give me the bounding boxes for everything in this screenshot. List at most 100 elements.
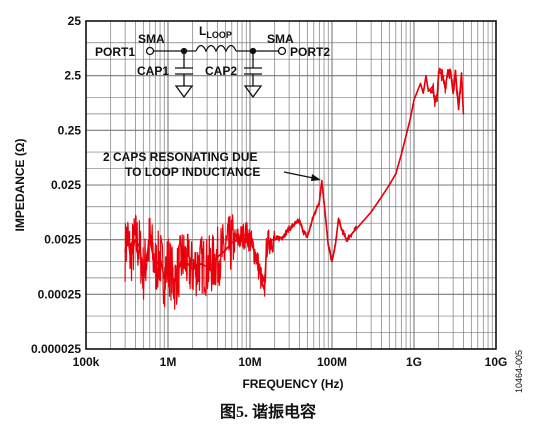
sma-right-label: SMA	[267, 32, 294, 46]
data-point	[263, 289, 266, 291]
data-point	[395, 173, 397, 175]
data-point	[181, 256, 184, 258]
inductor-label-sub: LOOP	[206, 30, 232, 40]
schematic-labels: SMA SMA PORT1 PORT2 LLOOP CAP1 CAP2	[95, 24, 330, 78]
data-point	[138, 246, 141, 249]
data-point	[149, 238, 151, 241]
tick-labels: 100k 1M 10M 100M 1G 10G 0.000025 0.00025 0.0025 0…	[31, 14, 507, 369]
y-tick-label: 25	[68, 14, 82, 28]
data-series	[124, 67, 465, 310]
inductor-coil	[195, 44, 237, 53]
data-point	[270, 238, 272, 241]
data-point	[273, 238, 276, 241]
data-point	[340, 227, 343, 230]
data-point	[231, 241, 233, 244]
inductor-label: LLOOP	[199, 24, 232, 40]
plot-frame	[85, 20, 497, 350]
y-tick-label: 0.000025	[31, 342, 81, 356]
data-point	[331, 260, 333, 263]
data-point	[334, 244, 337, 246]
x-axis-title: FREQUENCY (Hz)	[242, 377, 343, 391]
data-point	[323, 201, 325, 204]
figure-caption: 图5. 谐振电容	[219, 404, 316, 421]
data-point	[452, 92, 454, 94]
data-point	[124, 251, 126, 253]
data-point	[436, 99, 438, 101]
data-point	[447, 69, 449, 71]
port1-terminal	[145, 46, 155, 56]
cap2-ground-symbol	[243, 85, 263, 99]
data-point	[241, 236, 243, 238]
data-point	[419, 82, 422, 85]
data-point	[298, 220, 301, 222]
y-tick-label: 0.0025	[44, 233, 81, 247]
port2-terminal	[277, 46, 287, 56]
data-point	[216, 256, 219, 258]
y-axis-title: IMPEDANCE (Ω)	[13, 139, 27, 232]
schematic-inset	[145, 44, 287, 99]
x-tick-label: 1M	[160, 355, 177, 369]
inductor-label-main: L	[199, 24, 206, 38]
data-point	[432, 85, 434, 88]
data-point	[327, 244, 330, 246]
data-point	[126, 234, 129, 237]
data-point	[129, 256, 132, 258]
data-point	[245, 233, 247, 235]
data-point	[265, 244, 268, 246]
data-point	[409, 118, 412, 120]
port2-label: PORT2	[290, 45, 330, 59]
data-point	[154, 265, 157, 268]
data-point	[460, 72, 463, 74]
data-point	[434, 101, 436, 104]
data-point	[163, 277, 165, 279]
data-point	[462, 113, 465, 115]
data-point	[413, 99, 415, 101]
annotation-arrowhead	[311, 174, 321, 181]
data-point	[370, 211, 372, 213]
x-tick-label: 10G	[485, 355, 508, 369]
data-point	[400, 153, 403, 156]
data-point	[454, 69, 457, 72]
data-point	[437, 70, 440, 73]
data-point	[388, 184, 391, 186]
data-point	[313, 214, 315, 216]
data-point	[142, 272, 145, 275]
data-point	[206, 265, 208, 268]
data-point	[224, 249, 227, 252]
data-point	[302, 230, 305, 233]
y-tick-label: 2.5	[64, 69, 81, 83]
x-tick-label: 1G	[406, 355, 422, 369]
data-point	[306, 236, 309, 238]
data-point	[457, 108, 460, 111]
grid	[86, 21, 496, 349]
data-point	[236, 238, 239, 241]
x-tick-label: 100M	[317, 355, 347, 369]
data-point	[318, 201, 321, 204]
y-tick-label: 0.025	[51, 178, 81, 192]
x-tick-label: 100k	[73, 355, 100, 369]
data-point	[444, 87, 447, 89]
data-point	[441, 73, 443, 76]
data-point	[355, 227, 358, 230]
data-point	[261, 282, 263, 285]
y-tick-label: 0.25	[58, 123, 82, 137]
data-point	[288, 227, 290, 230]
annotation-line-2: TO LOOP INDUCTANCE	[125, 165, 260, 179]
x-tick-label: 10M	[238, 355, 261, 369]
data-point	[249, 238, 251, 241]
data-point	[380, 196, 383, 198]
impedance-trace	[124, 69, 465, 291]
data-point	[173, 282, 176, 285]
data-point	[134, 238, 137, 241]
data-point	[159, 256, 161, 258]
sma-left-label: SMA	[138, 32, 165, 46]
data-point	[191, 269, 194, 271]
port1-label: PORT1	[95, 45, 135, 59]
data-point	[425, 74, 427, 77]
data-point	[427, 90, 430, 92]
data-point	[337, 218, 340, 220]
data-point	[345, 238, 348, 241]
data-point	[167, 260, 169, 263]
figure-id: 10464-005	[514, 350, 524, 393]
